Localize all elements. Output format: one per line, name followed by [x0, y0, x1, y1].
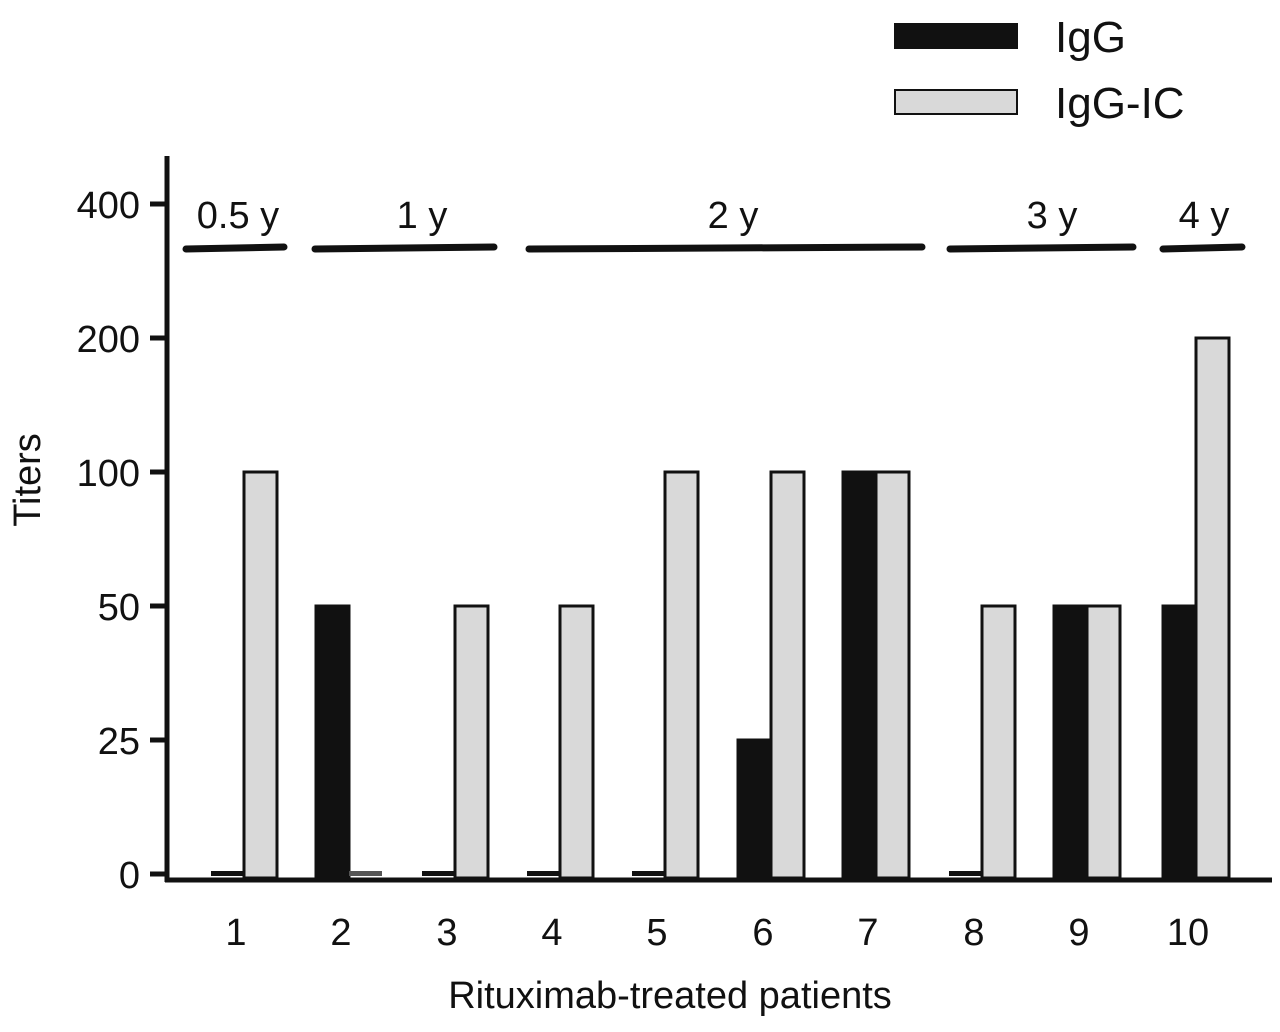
igg-ic-bar-patient-3 [453, 604, 490, 880]
igg-ic-bar-patient-5 [663, 470, 700, 880]
igg-ic-bar-patient-8 [980, 604, 1017, 880]
x-tick-label: 9 [1068, 912, 1089, 954]
igg-ic-bar-patient-1 [242, 470, 279, 880]
x-axis-label: Rituximab-treated patients [448, 975, 892, 1017]
y-axis-label: Titers [7, 433, 49, 527]
group-label-5: 4 y [1179, 195, 1230, 237]
x-tick-label: 6 [752, 912, 773, 954]
group-label-1: 0.5 y [197, 195, 279, 237]
group-line-2 [311, 243, 498, 253]
group-line-4 [946, 243, 1137, 253]
igg-ic-bar-patient-9 [1085, 604, 1122, 880]
time-groups: 0.5 y 1 y 2 y 3 y 4 y [182, 195, 1246, 253]
igg-ic-bar-patient-4 [558, 604, 595, 880]
x-tick-label: 3 [436, 912, 457, 954]
y-tick-label: 400 [77, 185, 140, 227]
igg-bar-patient-5 [632, 871, 665, 876]
y-ticks: 0 25 50 100 200 400 [77, 185, 167, 897]
igg-bar-patient-6 [736, 738, 773, 880]
igg-bar-patient-8 [949, 871, 982, 876]
igg-bar-patient-3 [422, 871, 455, 876]
x-tick-label: 10 [1167, 912, 1209, 954]
group-line-1 [182, 243, 288, 253]
igg-bar-patient-9 [1052, 604, 1089, 880]
igg-ic-bar-patient-2 [349, 871, 382, 876]
igg-ic-bar-patient-7 [874, 470, 911, 880]
group-line-3 [525, 243, 926, 253]
legend-label-igg-ic: IgG-IC [1055, 79, 1185, 128]
igg-bar-patient-1 [211, 871, 244, 876]
y-tick-label: 200 [77, 319, 140, 361]
igg-ic-bar-patient-10 [1194, 336, 1231, 880]
igg-bar-patient-2 [314, 604, 351, 880]
group-label-3: 2 y [708, 195, 759, 237]
igg-bar-patient-7 [841, 470, 878, 880]
x-tick-label: 4 [541, 912, 562, 954]
x-tick-label: 8 [963, 912, 984, 954]
x-tick-label: 7 [857, 912, 878, 954]
x-ticks: 1 2 3 4 5 6 7 8 9 10 [225, 912, 1209, 954]
igg-bar-patient-4 [527, 871, 560, 876]
x-tick-label: 5 [646, 912, 667, 954]
x-tick-label: 2 [330, 912, 351, 954]
group-label-4: 3 y [1027, 195, 1078, 237]
group-line-5 [1159, 243, 1246, 253]
y-tick-label: 100 [77, 453, 140, 495]
igg-bar-patient-10 [1161, 604, 1198, 880]
y-tick-label: 0 [119, 855, 140, 897]
igg-ic-bar-patient-6 [769, 470, 806, 880]
legend-swatch-igg [894, 23, 1018, 49]
y-tick-label: 50 [98, 587, 140, 629]
legend-swatch-igg-ic [894, 89, 1018, 115]
group-label-2: 1 y [397, 195, 448, 237]
legend: IgG IgG-IC [894, 13, 1185, 128]
y-tick-label: 25 [98, 721, 140, 763]
bars [211, 336, 1231, 880]
legend-label-igg: IgG [1055, 13, 1126, 62]
x-tick-label: 1 [225, 912, 246, 954]
